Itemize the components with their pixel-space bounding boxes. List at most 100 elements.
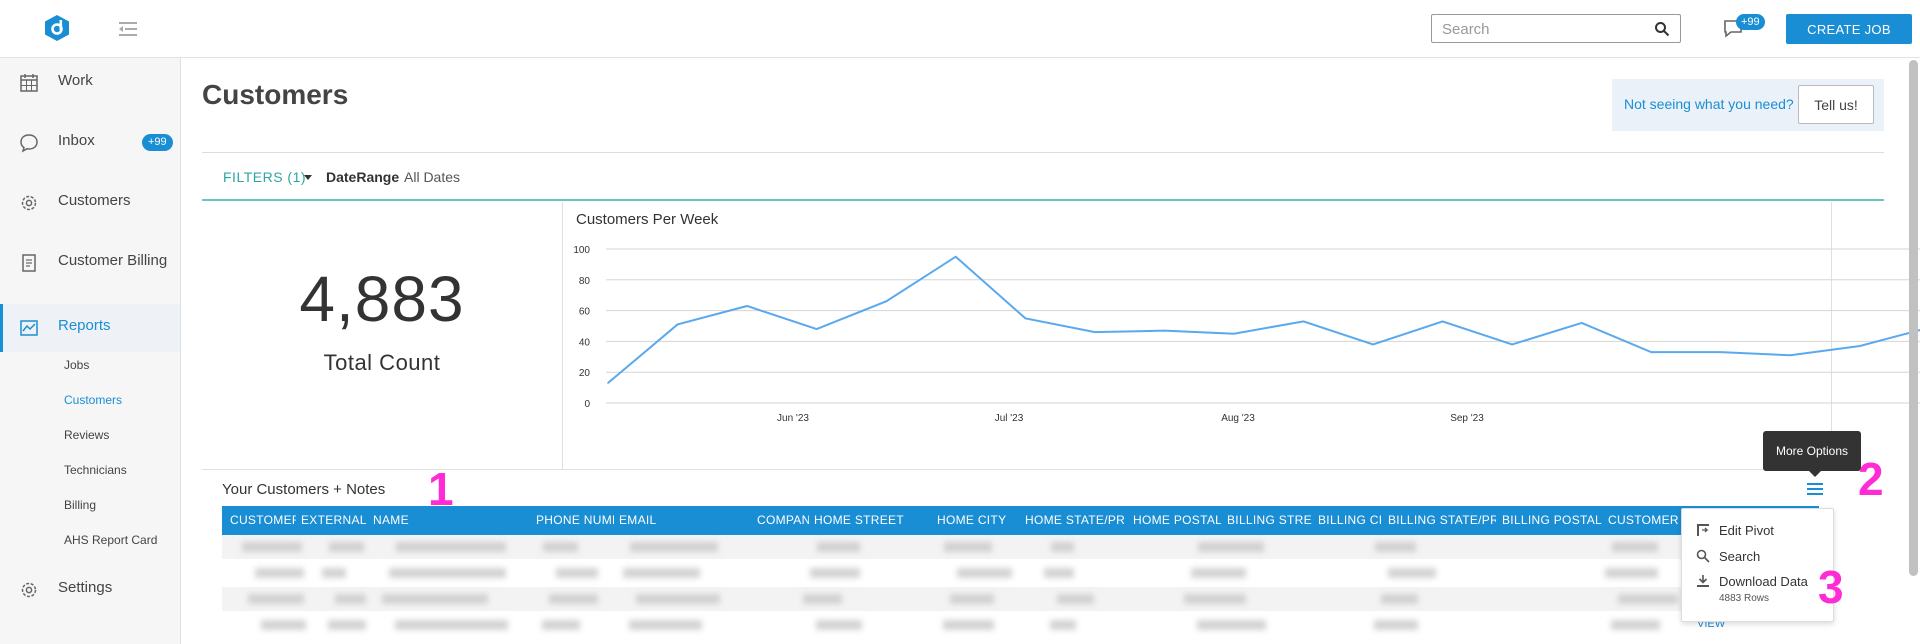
search-input[interactable] bbox=[1442, 19, 1642, 39]
menu-item-label: Search bbox=[1719, 549, 1761, 564]
sidebar-subitem-reviews[interactable]: Reviews bbox=[64, 428, 110, 442]
caret-down-icon[interactable] bbox=[304, 175, 312, 180]
redacted-cell bbox=[1612, 542, 1658, 552]
page-scrollbar[interactable] bbox=[1909, 60, 1918, 576]
column-header[interactable]: BILLING CI' bbox=[1318, 513, 1382, 527]
sidebar-item-settings[interactable]: Settings bbox=[0, 566, 180, 614]
column-header[interactable]: HOME STATE/PRO' bbox=[1025, 513, 1125, 527]
download-icon bbox=[1697, 575, 1709, 587]
sidebar-item-inbox[interactable]: Inbox +99 bbox=[0, 119, 180, 167]
sidebar-item-customer-billing[interactable]: Customer Billing bbox=[0, 239, 180, 287]
column-header[interactable]: BILLING STATE/PRC bbox=[1388, 513, 1496, 527]
search-icon[interactable] bbox=[1654, 21, 1670, 37]
sidebar-item-work[interactable]: Work bbox=[0, 59, 180, 107]
data-point bbox=[676, 323, 679, 326]
total-count-label: Total Count bbox=[323, 350, 441, 375]
data-point bbox=[1441, 320, 1444, 323]
data-point bbox=[1024, 317, 1027, 320]
table-row[interactable] bbox=[222, 587, 1819, 611]
column-header[interactable]: CUSTOMER A bbox=[1608, 513, 1691, 527]
x-tick-label: Jun '23 bbox=[777, 413, 809, 424]
redacted-cell bbox=[242, 542, 302, 552]
column-header[interactable]: EXTERNAL bbox=[301, 513, 367, 527]
sidebar-subitem-ahs-report-card[interactable]: AHS Report Card bbox=[64, 533, 158, 547]
redacted-cell bbox=[396, 542, 506, 552]
more-options-icon[interactable] bbox=[1804, 478, 1826, 500]
table-title: Your Customers + Notes bbox=[222, 481, 386, 498]
sidebar-subitem-billing[interactable]: Billing bbox=[64, 498, 97, 512]
redacted-cell bbox=[1381, 594, 1418, 604]
data-point bbox=[1233, 332, 1235, 335]
table-row[interactable] bbox=[222, 535, 1819, 559]
column-header[interactable]: BILLING STREE' bbox=[1227, 513, 1312, 527]
redacted-cell bbox=[944, 542, 992, 552]
data-point bbox=[1789, 354, 1792, 357]
menu-item-search[interactable]: Search bbox=[1682, 547, 1833, 567]
annotation-1: 1 bbox=[428, 463, 454, 515]
data-point bbox=[1720, 351, 1722, 353]
menu-item-label: Download Data bbox=[1719, 574, 1808, 589]
column-header[interactable]: PHONE NUME bbox=[536, 513, 614, 527]
data-point bbox=[815, 328, 818, 330]
feedback-banner: Not seeing what you need? Tell us! bbox=[1612, 79, 1884, 131]
redacted-cell bbox=[255, 568, 304, 578]
menu-item-label: Edit Pivot bbox=[1719, 523, 1774, 538]
redacted-cell bbox=[1191, 568, 1246, 578]
redacted-cell bbox=[1611, 620, 1660, 630]
menu-item-download-data[interactable]: Download Data 4883 Rows bbox=[1682, 573, 1833, 609]
global-search[interactable] bbox=[1431, 14, 1681, 43]
inbox-badge: +99 bbox=[142, 134, 173, 151]
sidebar-item-customers[interactable]: Customers bbox=[0, 179, 180, 227]
tell-us-button[interactable]: Tell us! bbox=[1798, 85, 1874, 124]
column-header[interactable]: CUSTOMER bbox=[230, 513, 296, 527]
column-header[interactable]: BILLING POSTAL ' bbox=[1502, 513, 1602, 527]
sidebar-item-label: Settings bbox=[58, 579, 113, 596]
collapse-sidebar-icon[interactable] bbox=[117, 18, 139, 40]
column-header[interactable]: HOME STREET bbox=[814, 513, 904, 527]
app-logo-icon[interactable] bbox=[44, 14, 70, 42]
date-range-value[interactable]: All Dates bbox=[404, 169, 461, 185]
column-header[interactable]: HOME CITY bbox=[937, 513, 1007, 527]
more-options-tooltip: More Options bbox=[1763, 431, 1861, 477]
column-header[interactable]: NAME bbox=[373, 513, 409, 527]
column-header[interactable]: HOME POSTAL C bbox=[1133, 513, 1221, 527]
sidebar-item-reports[interactable]: Reports bbox=[0, 304, 180, 352]
redacted-cell bbox=[1388, 568, 1436, 578]
sidebar-subitem-customers[interactable]: Customers bbox=[64, 393, 123, 407]
redacted-cell bbox=[542, 620, 580, 630]
create-job-button[interactable]: CREATE JOB bbox=[1786, 14, 1912, 44]
y-tick-label: 20 bbox=[579, 368, 591, 379]
billing-document-icon bbox=[22, 254, 36, 272]
column-header[interactable]: COMPAN' bbox=[757, 513, 809, 527]
customers-per-week-chart: 0 20 40 60 80 100 Jun '23 Jul '23 Aug '23 Sep '23 bbox=[573, 245, 1920, 424]
redacted-cell bbox=[1618, 594, 1678, 604]
data-point bbox=[746, 305, 748, 307]
sidebar: Work Inbox +99 Customers Customer Billin… bbox=[0, 58, 181, 644]
sidebar-subitem-technicians[interactable]: Technicians bbox=[64, 463, 127, 477]
filters-toggle[interactable]: FILTERS (1) bbox=[223, 169, 307, 185]
sidebar-subitem-jobs[interactable]: Jobs bbox=[64, 358, 90, 372]
data-point bbox=[954, 255, 957, 258]
table-row[interactable] bbox=[222, 613, 1819, 637]
data-point bbox=[1859, 345, 1861, 347]
redacted-cell bbox=[556, 568, 598, 578]
redacted-cell bbox=[1044, 568, 1074, 578]
data-point bbox=[1650, 351, 1653, 353]
y-tick-label: 60 bbox=[579, 307, 591, 318]
redacted-cell bbox=[382, 594, 488, 604]
sidebar-item-label: Reports bbox=[58, 317, 111, 334]
pivot-icon bbox=[1697, 524, 1709, 536]
summary-panel: 4,883 Total Count Customers Per Week 0 20… bbox=[202, 202, 1920, 470]
redacted-cell bbox=[549, 594, 598, 604]
redacted-cell bbox=[1051, 542, 1074, 552]
x-tick-label: Sep '23 bbox=[1450, 413, 1484, 424]
feedback-text[interactable]: Not seeing what you need? bbox=[1624, 96, 1794, 112]
divider bbox=[562, 202, 563, 470]
divider bbox=[202, 152, 1884, 153]
redacted-cell bbox=[629, 620, 702, 630]
customers-gear-icon bbox=[21, 195, 37, 211]
column-header[interactable]: EMAIL bbox=[619, 513, 657, 527]
menu-item-edit-pivot[interactable]: Edit Pivot bbox=[1682, 521, 1833, 541]
redacted-cell bbox=[543, 542, 578, 552]
table-row[interactable] bbox=[222, 561, 1819, 585]
